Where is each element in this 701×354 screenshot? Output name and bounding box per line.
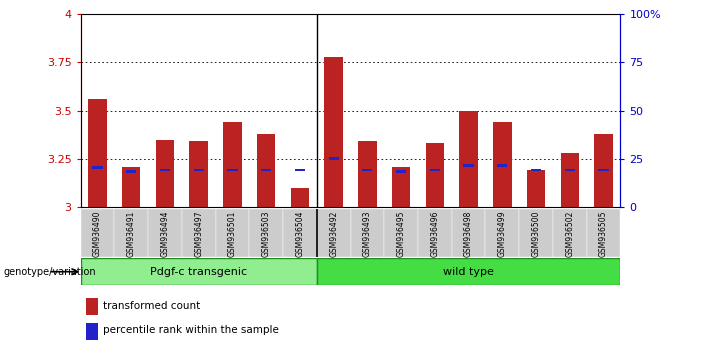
Bar bbox=[317, 209, 350, 257]
Bar bbox=[526, 170, 545, 207]
Bar bbox=[261, 169, 271, 171]
Bar bbox=[160, 169, 170, 171]
Bar bbox=[156, 139, 175, 207]
Text: GSM936499: GSM936499 bbox=[498, 210, 507, 257]
Bar bbox=[561, 153, 579, 207]
Bar bbox=[384, 209, 418, 257]
Bar bbox=[317, 258, 620, 285]
Text: GSM936491: GSM936491 bbox=[127, 210, 136, 257]
Bar bbox=[497, 165, 508, 167]
Text: GSM936492: GSM936492 bbox=[329, 210, 338, 257]
Bar bbox=[329, 157, 339, 160]
Bar bbox=[358, 142, 376, 207]
Bar bbox=[392, 167, 410, 207]
Bar bbox=[599, 169, 608, 171]
Text: GSM936502: GSM936502 bbox=[565, 210, 574, 257]
Bar bbox=[325, 57, 343, 207]
Text: GSM936494: GSM936494 bbox=[161, 210, 170, 257]
Bar bbox=[291, 188, 309, 207]
Bar bbox=[295, 169, 305, 171]
Bar bbox=[86, 298, 98, 315]
Text: Pdgf-c transgenic: Pdgf-c transgenic bbox=[150, 267, 247, 277]
Text: GSM936496: GSM936496 bbox=[430, 210, 440, 257]
Bar bbox=[126, 170, 136, 172]
Bar bbox=[189, 142, 208, 207]
Bar bbox=[122, 167, 140, 207]
Bar bbox=[193, 169, 204, 171]
Bar bbox=[362, 169, 372, 171]
Bar bbox=[519, 209, 553, 257]
Text: GSM936501: GSM936501 bbox=[228, 210, 237, 257]
Bar bbox=[565, 169, 575, 171]
Bar bbox=[430, 169, 440, 171]
Text: GSM936495: GSM936495 bbox=[397, 210, 406, 257]
Bar bbox=[396, 170, 406, 172]
Bar bbox=[451, 209, 485, 257]
Bar bbox=[227, 169, 238, 171]
Bar bbox=[257, 134, 275, 207]
Bar bbox=[81, 258, 317, 285]
Bar bbox=[594, 134, 613, 207]
Text: GSM936498: GSM936498 bbox=[464, 210, 473, 257]
Bar bbox=[86, 323, 98, 340]
Bar bbox=[531, 169, 541, 171]
Bar bbox=[114, 209, 148, 257]
Text: GSM936500: GSM936500 bbox=[531, 210, 540, 257]
Bar bbox=[459, 111, 478, 207]
Text: GSM936504: GSM936504 bbox=[295, 210, 304, 257]
Bar bbox=[81, 209, 114, 257]
Bar bbox=[250, 209, 283, 257]
Text: GSM936497: GSM936497 bbox=[194, 210, 203, 257]
Bar bbox=[350, 209, 384, 257]
Bar bbox=[223, 122, 242, 207]
Bar bbox=[148, 209, 182, 257]
Bar bbox=[553, 209, 587, 257]
Bar bbox=[216, 209, 250, 257]
Bar bbox=[463, 165, 474, 167]
Text: transformed count: transformed count bbox=[103, 301, 200, 310]
Bar bbox=[418, 209, 451, 257]
Text: wild type: wild type bbox=[443, 267, 494, 277]
Bar bbox=[485, 209, 519, 257]
Text: percentile rank within the sample: percentile rank within the sample bbox=[103, 325, 279, 336]
Bar bbox=[283, 209, 317, 257]
Bar bbox=[426, 143, 444, 207]
Bar bbox=[182, 209, 216, 257]
Text: GSM936503: GSM936503 bbox=[261, 210, 271, 257]
Text: GSM936505: GSM936505 bbox=[599, 210, 608, 257]
Text: GSM936490: GSM936490 bbox=[93, 210, 102, 257]
Text: genotype/variation: genotype/variation bbox=[4, 267, 96, 277]
Bar bbox=[88, 99, 107, 207]
Text: GSM936493: GSM936493 bbox=[363, 210, 372, 257]
Bar bbox=[493, 122, 512, 207]
Bar bbox=[93, 166, 102, 169]
Bar bbox=[587, 209, 620, 257]
